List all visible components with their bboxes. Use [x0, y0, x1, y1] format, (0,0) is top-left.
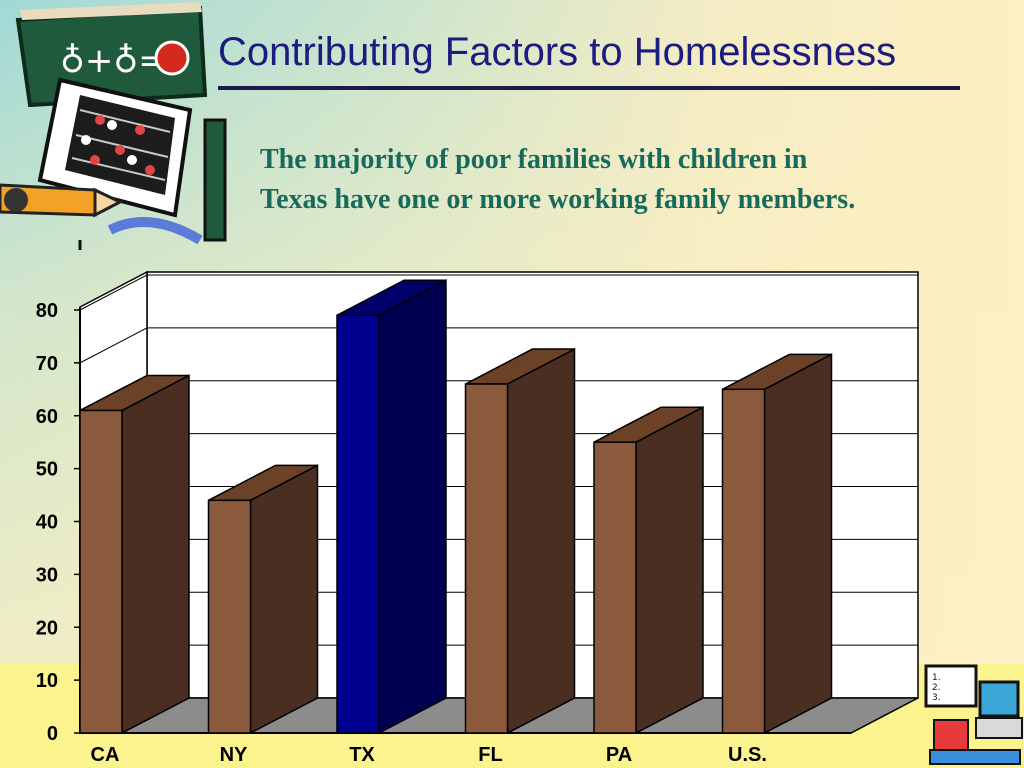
title-underline — [218, 86, 960, 90]
bar-chart: 0 10 20 30 40 50 60 70 80 CA NY TX FL PA U.S. — [36, 270, 919, 766]
chart-bars — [79, 279, 833, 735]
bar-ca — [79, 374, 190, 735]
y-tick-label: 50 — [36, 459, 58, 481]
school-clipart-icon: ♁+♁= — [0, 2, 227, 250]
y-tick-label: 30 — [36, 564, 58, 586]
bar-side — [506, 347, 576, 735]
y-tick-label: 20 — [36, 617, 58, 639]
y-tick-label: 60 — [36, 406, 58, 428]
subtitle-line-2: Texas have one or more working family me… — [260, 184, 856, 215]
bar-front — [79, 409, 123, 734]
svg-text:2.: 2. — [932, 683, 941, 693]
bar-side — [121, 374, 190, 735]
x-tick-label: NY — [220, 744, 248, 766]
subtitle-line-1: The majority of poor families with child… — [260, 144, 808, 175]
y-tick-label: 0 — [47, 723, 58, 745]
svg-text:3.: 3. — [932, 693, 941, 703]
gridline — [79, 327, 918, 364]
slide-title: Contributing Factors to Homelessness — [218, 30, 897, 74]
gridline — [79, 274, 918, 311]
bar-front — [336, 314, 380, 734]
y-tick-label: 70 — [36, 353, 58, 375]
bar-pa — [593, 405, 704, 735]
x-tick-label: FL — [478, 744, 502, 766]
bar-tx — [336, 279, 447, 735]
svg-text:1.: 1. — [932, 673, 941, 683]
x-axis-tick-labels: CA NY TX FL PA U.S. — [91, 744, 767, 766]
y-tick-label: 10 — [36, 670, 58, 692]
slide-subtitle: The majority of poor families with child… — [260, 140, 1000, 220]
bar-front — [464, 383, 509, 734]
y-axis-tick-labels: 0 10 20 30 40 50 60 70 80 — [36, 300, 58, 745]
bar-side — [635, 405, 704, 735]
bar-front — [721, 388, 766, 734]
svg-text:♁+♁=: ♁+♁= — [60, 41, 167, 81]
x-tick-label: PA — [606, 744, 632, 766]
bar-side — [378, 279, 447, 735]
bar-ny — [207, 464, 319, 735]
x-tick-label: U.S. — [728, 744, 767, 766]
bar-front — [593, 441, 637, 734]
bar-us — [721, 353, 833, 735]
bar-side — [763, 353, 833, 735]
computer-clipart-icon: 1. 2. 3. — [924, 664, 1023, 765]
x-tick-label: CA — [91, 744, 120, 766]
bar-fl — [464, 347, 576, 735]
y-tick-label: 40 — [36, 512, 58, 534]
y-tick-label: 80 — [36, 300, 58, 322]
bar-front — [207, 499, 252, 734]
bar-side — [249, 464, 319, 735]
x-tick-label: TX — [349, 744, 375, 766]
